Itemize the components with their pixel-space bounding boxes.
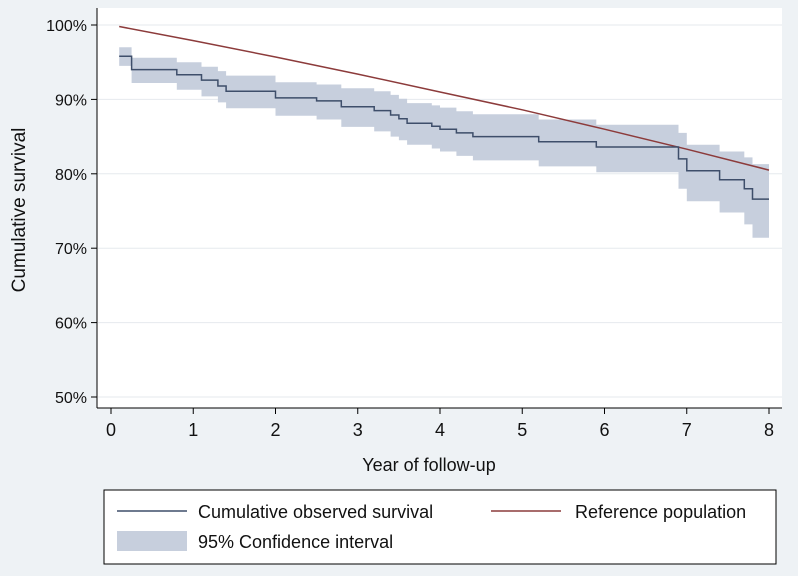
y-tick-label-90: 90% xyxy=(55,92,87,109)
legend-reference-label: Reference population xyxy=(575,502,746,522)
axes: 50% 60% 70% 80% 90% 100% 0 1 2 3 4 5 6 7 8 xyxy=(46,8,782,440)
x-tick-label-3: 3 xyxy=(353,420,363,440)
legend-ci-swatch xyxy=(117,531,187,551)
reference-population-line xyxy=(119,25,770,171)
y-tick-label-80: 80% xyxy=(55,167,87,184)
y-tick-label-60: 60% xyxy=(55,316,87,333)
y-tick-label-100: 100% xyxy=(46,18,87,35)
legend-ci-label: 95% Confidence interval xyxy=(198,532,393,552)
gridlines xyxy=(98,24,782,398)
ci-band xyxy=(119,47,769,238)
x-tick-label-2: 2 xyxy=(270,420,280,440)
observed-survival-line xyxy=(119,55,769,200)
x-axis-label: Year of follow-up xyxy=(362,455,495,475)
x-tick-label-8: 8 xyxy=(764,420,774,440)
x-tick-label-6: 6 xyxy=(599,420,609,440)
x-tick-label-1: 1 xyxy=(188,420,198,440)
y-tick-label-70: 70% xyxy=(55,241,87,258)
series-layer xyxy=(119,25,770,238)
y-axis-label: Cumulative survival xyxy=(9,128,30,293)
legend-box xyxy=(103,489,777,565)
legend: Cumulative observed survival Reference p… xyxy=(103,489,777,565)
x-tick-label-7: 7 xyxy=(682,420,692,440)
x-tick-label-5: 5 xyxy=(517,420,527,440)
x-tick-label-4: 4 xyxy=(435,420,445,440)
legend-observed-label: Cumulative observed survival xyxy=(198,502,433,522)
y-tick-label-50: 50% xyxy=(55,390,87,407)
x-tick-label-0: 0 xyxy=(106,420,116,440)
